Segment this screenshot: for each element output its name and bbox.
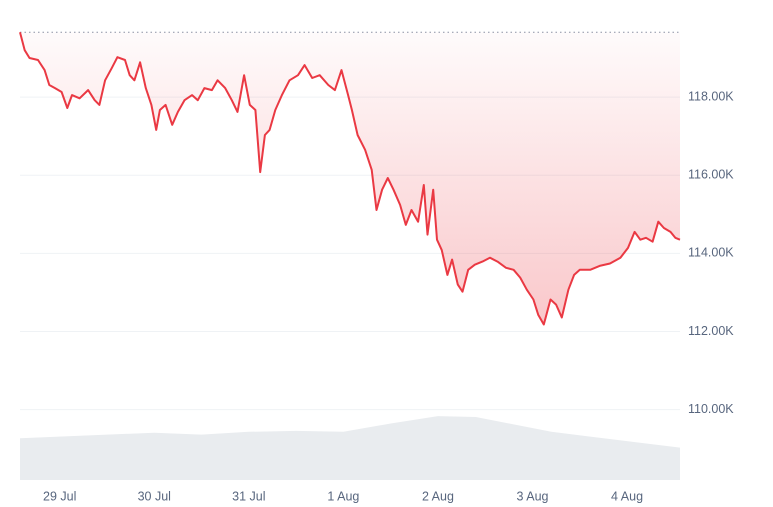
x-tick-label: 2 Aug xyxy=(422,489,454,503)
y-tick-label: 112.00K xyxy=(688,324,734,338)
x-tick-label: 31 Jul xyxy=(232,489,265,503)
price-area xyxy=(20,32,680,325)
y-tick-label: 110.00K xyxy=(688,402,734,416)
volume-area xyxy=(20,416,680,480)
x-tick-label: 4 Aug xyxy=(611,489,643,503)
y-tick-label: 118.00K xyxy=(688,89,734,103)
y-tick-label: 114.00K xyxy=(688,246,734,260)
x-tick-label: 30 Jul xyxy=(138,489,171,503)
price-line xyxy=(19,31,681,326)
y-tick-label: 116.00K xyxy=(688,168,734,182)
x-tick-label: 3 Aug xyxy=(517,489,549,503)
x-tick-label: 1 Aug xyxy=(327,489,359,503)
x-tick-label: 29 Jul xyxy=(43,489,76,503)
